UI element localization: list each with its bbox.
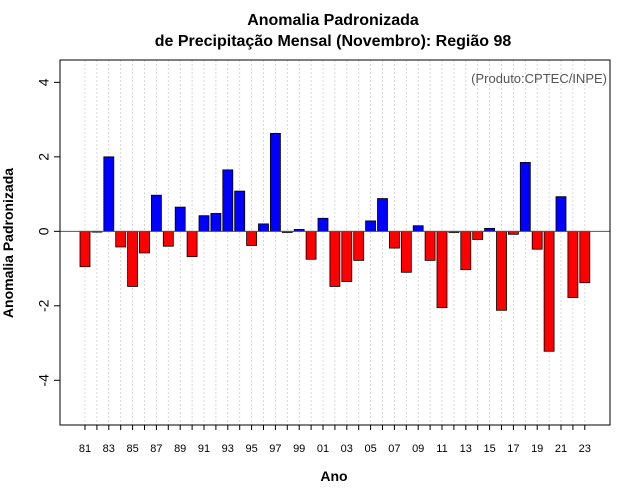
credit-label: (Produto:CPTEC/INPE) [471,71,607,86]
bar-2001 [317,217,329,232]
x-tick-label: 01 [317,443,329,455]
bars [79,132,591,352]
bar-1990 [186,230,198,258]
bar-2000 [305,230,317,260]
x-axis: 81 83 85 87 89 91 93 95 97 99 01 03 05 07 09 11 13 15 17 19… [79,425,591,455]
bar-2014 [472,230,484,240]
x-tick-label: 21 [555,443,567,455]
bar-2005 [365,220,377,232]
x-tick-label: 89 [174,443,186,455]
bar-1994 [234,190,246,232]
x-tick-label: 11 [436,443,447,455]
bar-2007 [388,230,400,249]
bar-2019 [531,230,543,250]
bar-2013 [460,230,472,271]
bar-1995 [246,230,258,246]
x-tick-label: 95 [245,443,257,455]
y-tick-label: 2 [36,153,52,161]
bar-2021 [555,196,567,232]
bar-1996 [258,223,269,232]
bar-2004 [353,230,365,261]
bar-2003 [341,230,353,283]
x-tick-label: 85 [126,443,138,455]
x-tick-label: 03 [341,443,353,455]
x-tick-label: 07 [388,443,400,455]
y-tick-label: 0 [36,227,52,235]
bar-2018 [519,162,531,232]
bar-1988 [162,230,174,247]
bar-2016 [496,230,507,311]
bar-2023 [579,230,591,284]
x-tick-label: 13 [460,443,472,455]
bar-1991 [198,215,210,232]
bar-1986 [139,230,150,254]
bar-2006 [377,198,388,232]
bar-1989 [174,206,186,232]
x-tick-label: 93 [222,443,234,455]
bar-1984 [115,230,127,248]
bar-2011 [436,230,448,309]
x-tick-label: 97 [269,443,281,455]
bar-1983 [103,156,115,232]
bar-1985 [127,230,138,287]
x-tick-label: 05 [364,443,376,455]
bar-1987 [150,194,162,232]
bar-2010 [424,230,436,261]
x-axis-title: Ano [320,468,347,484]
bar-1992 [210,213,222,232]
bar-2002 [329,230,341,287]
bar-1993 [222,169,234,232]
chart-title-line1: Anomalia Padronizada [247,12,419,29]
y-tick-label: -2 [36,299,52,312]
bar-1997 [269,132,281,232]
x-tick-label: 19 [531,443,543,455]
x-tick-label: 15 [483,443,495,455]
chart-title-line2: de Precipitação Mensal (Novembro): Regiã… [155,33,512,50]
x-tick-label: 99 [293,443,305,455]
x-tick-label: 17 [507,443,519,455]
y-axis: -4 -2 0 2 4 [36,78,60,387]
y-axis-title: Anomalia Padronizada [0,168,16,318]
x-tick-label: 87 [150,443,162,455]
bar-2009 [412,225,424,232]
bar-2008 [400,230,412,273]
x-tick-label: 81 [79,443,91,455]
vertical-grid [84,60,586,425]
x-tick-label: 09 [412,443,424,455]
y-tick-label: 4 [36,78,52,86]
bar-2020 [543,230,555,352]
x-tick-label: 83 [103,443,115,455]
x-tick-label: 23 [579,443,591,455]
bar-1981 [79,230,91,268]
y-tick-label: -4 [36,374,52,387]
x-tick-label: 91 [198,443,210,455]
bar-2022 [567,230,579,299]
